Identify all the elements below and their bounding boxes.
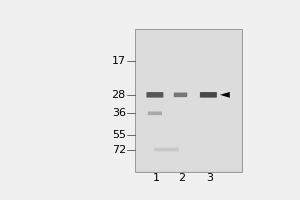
Text: 1: 1 (153, 173, 160, 183)
FancyBboxPatch shape (146, 92, 164, 98)
FancyBboxPatch shape (174, 93, 187, 97)
Polygon shape (220, 92, 230, 98)
Text: 55: 55 (112, 130, 126, 140)
FancyBboxPatch shape (154, 148, 179, 151)
Text: 36: 36 (112, 108, 126, 118)
FancyBboxPatch shape (148, 111, 162, 115)
Text: 17: 17 (112, 56, 126, 66)
Bar (136, 30, 241, 170)
Bar (135, 29, 242, 172)
FancyBboxPatch shape (200, 92, 217, 98)
Text: 28: 28 (112, 90, 126, 100)
Text: 3: 3 (206, 173, 213, 183)
Text: 2: 2 (178, 173, 185, 183)
Text: 72: 72 (112, 145, 126, 155)
